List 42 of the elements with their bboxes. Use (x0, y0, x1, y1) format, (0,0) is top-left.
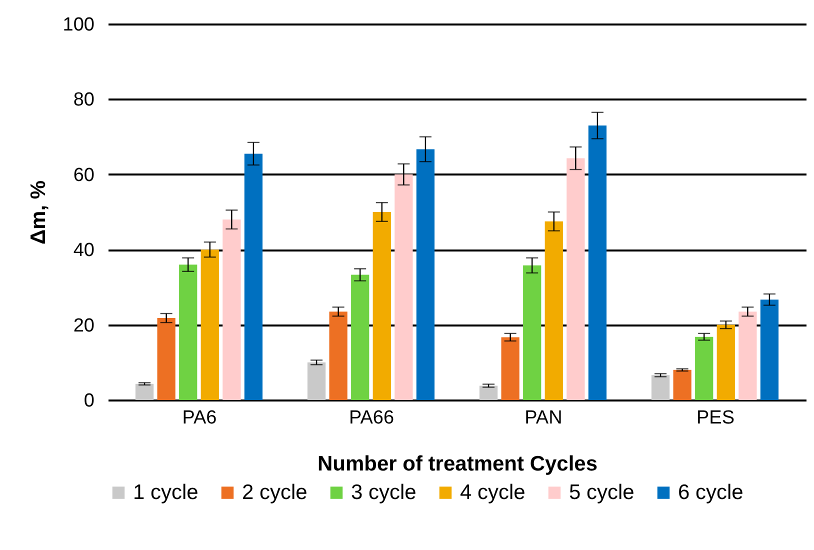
x-tick-label: PA66 (348, 408, 394, 428)
x-axis-title: Number of treatment Cycles (317, 452, 598, 476)
y-tick-label: 80 (73, 90, 94, 111)
bar (651, 375, 670, 400)
y-tick-label: 20 (73, 315, 94, 336)
y-tick-label: 40 (73, 240, 94, 262)
y-tick-label: 0 (84, 390, 94, 412)
bar (738, 312, 757, 400)
legend-label: 4 cycle (460, 480, 526, 504)
y-tick-label: 60 (73, 164, 94, 186)
bar (135, 384, 154, 400)
legend-label: 3 cycle (351, 480, 416, 504)
bar (416, 149, 435, 400)
bar (673, 370, 692, 400)
bar (372, 212, 391, 400)
y-tick-label: 100 (62, 14, 94, 36)
bar (695, 336, 714, 400)
x-tick-label: PES (696, 408, 735, 428)
bar (200, 250, 219, 400)
x-tick-label: PA6 (182, 408, 217, 428)
legend-label: 1 cycle (133, 480, 198, 504)
bar (222, 220, 241, 400)
bar (716, 324, 735, 400)
bar (307, 362, 326, 400)
bar (157, 318, 176, 400)
bar (479, 386, 498, 400)
legend-label: 5 cycle (569, 480, 634, 504)
bar (523, 265, 542, 400)
y-axis-title: Δm, % (26, 180, 50, 245)
bar (566, 158, 585, 400)
bar (179, 264, 198, 400)
bar (394, 174, 413, 400)
legend-label: 2 cycle (242, 480, 308, 504)
legend-label: 6 cycle (678, 480, 744, 504)
bar (760, 300, 779, 400)
x-tick-label: PAN (524, 408, 562, 428)
bar (588, 126, 607, 400)
bar (501, 337, 520, 400)
bar (544, 221, 563, 400)
bar (351, 274, 370, 400)
bar (244, 154, 263, 400)
bar (329, 312, 348, 400)
